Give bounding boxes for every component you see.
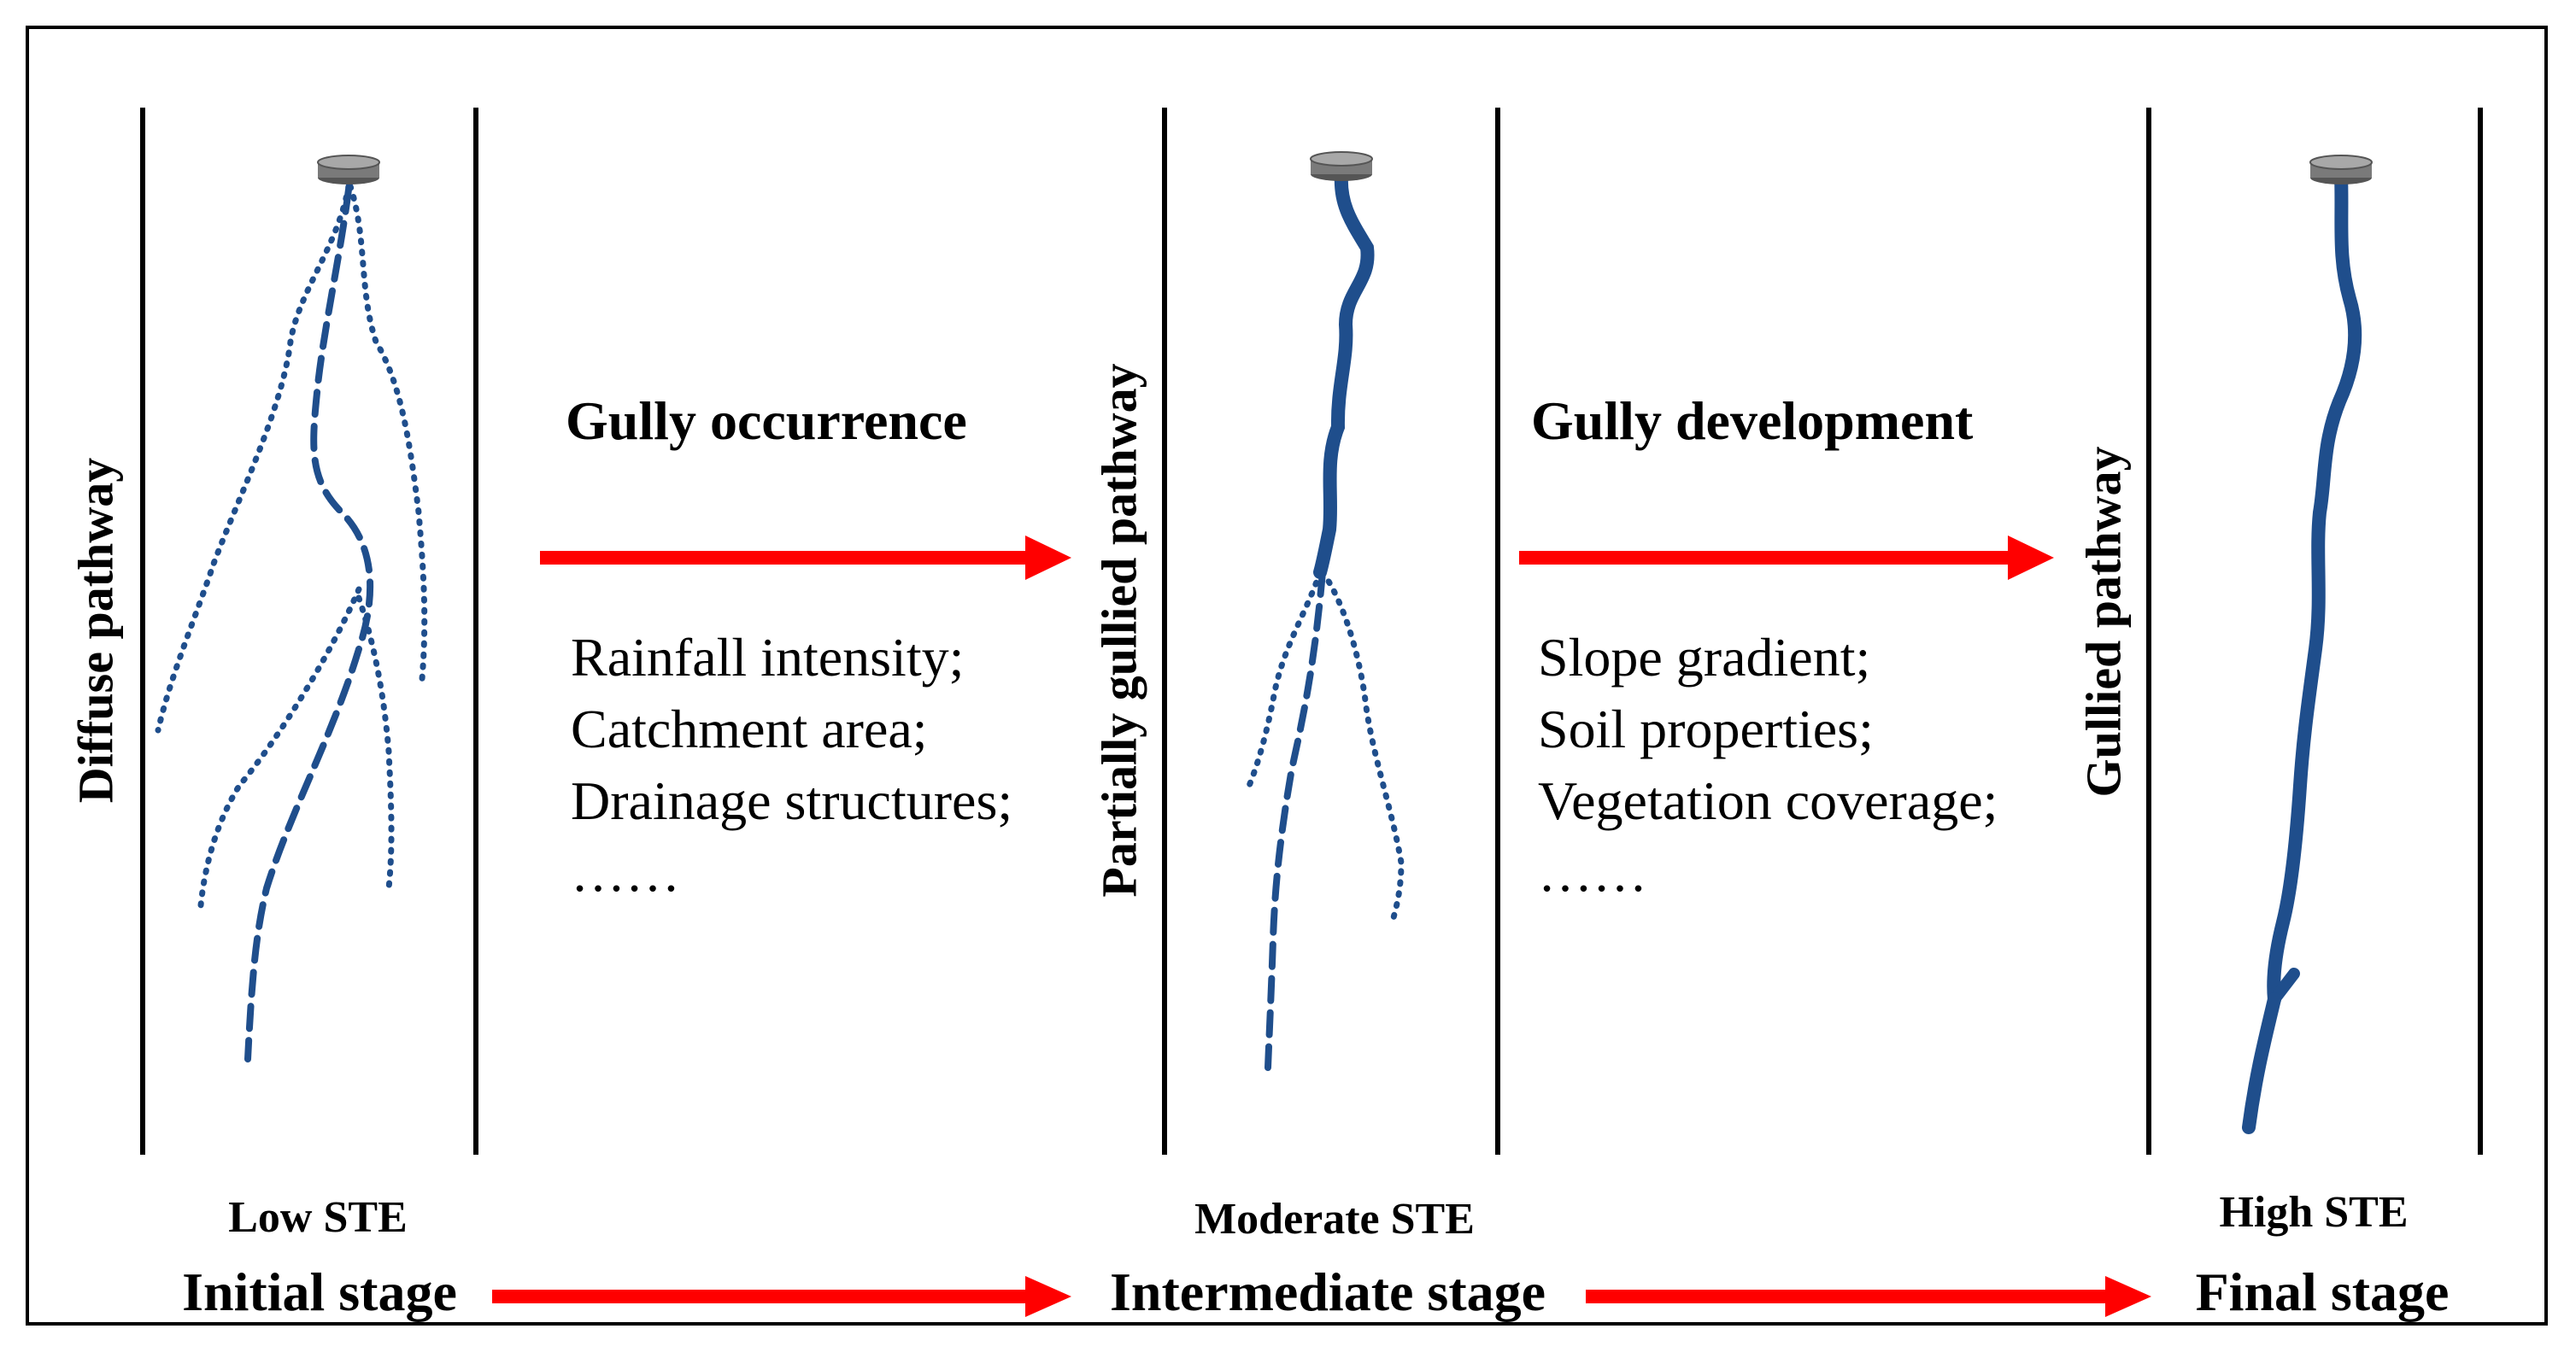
transition-1-factor-more: …… (571, 842, 680, 903)
transition-2-factor-2: Soil properties; (1538, 699, 1874, 759)
transition-1-factor-1: Rainfall intensity; (571, 627, 965, 688)
transition-2-factor-3: Vegetation coverage; (1538, 770, 1998, 831)
transition-1-title: Gully occurrence (566, 390, 967, 451)
panel-3-ste-label: High STE (2219, 1188, 2409, 1237)
drain-outlet-icon (1310, 151, 1373, 182)
drain-outlet-icon (2309, 155, 2373, 185)
panel-1-ste-label: Low STE (228, 1193, 408, 1242)
partial-gully-channel (1246, 168, 1405, 1071)
panel-3-stage-label: Final stage (2195, 1261, 2450, 1322)
transition-1-factor-3: Drainage structures; (571, 770, 1013, 831)
panel-3-right-border (2478, 108, 2483, 1155)
right-arrow-icon (492, 1276, 1071, 1317)
diffuse-rill-network (155, 183, 428, 1062)
panel-1-left-border (140, 108, 145, 1155)
panel-1-stage-label: Initial stage (182, 1261, 457, 1322)
panel-3-left-border (2146, 108, 2151, 1155)
panel-2-ste-label: Moderate STE (1194, 1195, 1475, 1244)
transition-2-title: Gully development (1531, 390, 1974, 451)
right-arrow-icon (1519, 536, 2054, 580)
figure-frame (26, 26, 2548, 1326)
transition-1-factor-2: Catchment area; (571, 699, 928, 759)
panel-2-left-border (1162, 108, 1167, 1155)
right-arrow-icon (1586, 1276, 2151, 1317)
panel-2-stage-label: Intermediate stage (1109, 1261, 1546, 1322)
panel-1-right-border (473, 108, 478, 1155)
transition-2-factor-1: Slope gradient; (1538, 627, 1871, 688)
full-gully-channel (2242, 168, 2362, 1134)
right-arrow-icon (540, 536, 1071, 580)
transition-2-factor-more: …… (1538, 842, 1647, 903)
panel-2-right-border (1495, 108, 1500, 1155)
drain-outlet-icon (317, 155, 380, 185)
